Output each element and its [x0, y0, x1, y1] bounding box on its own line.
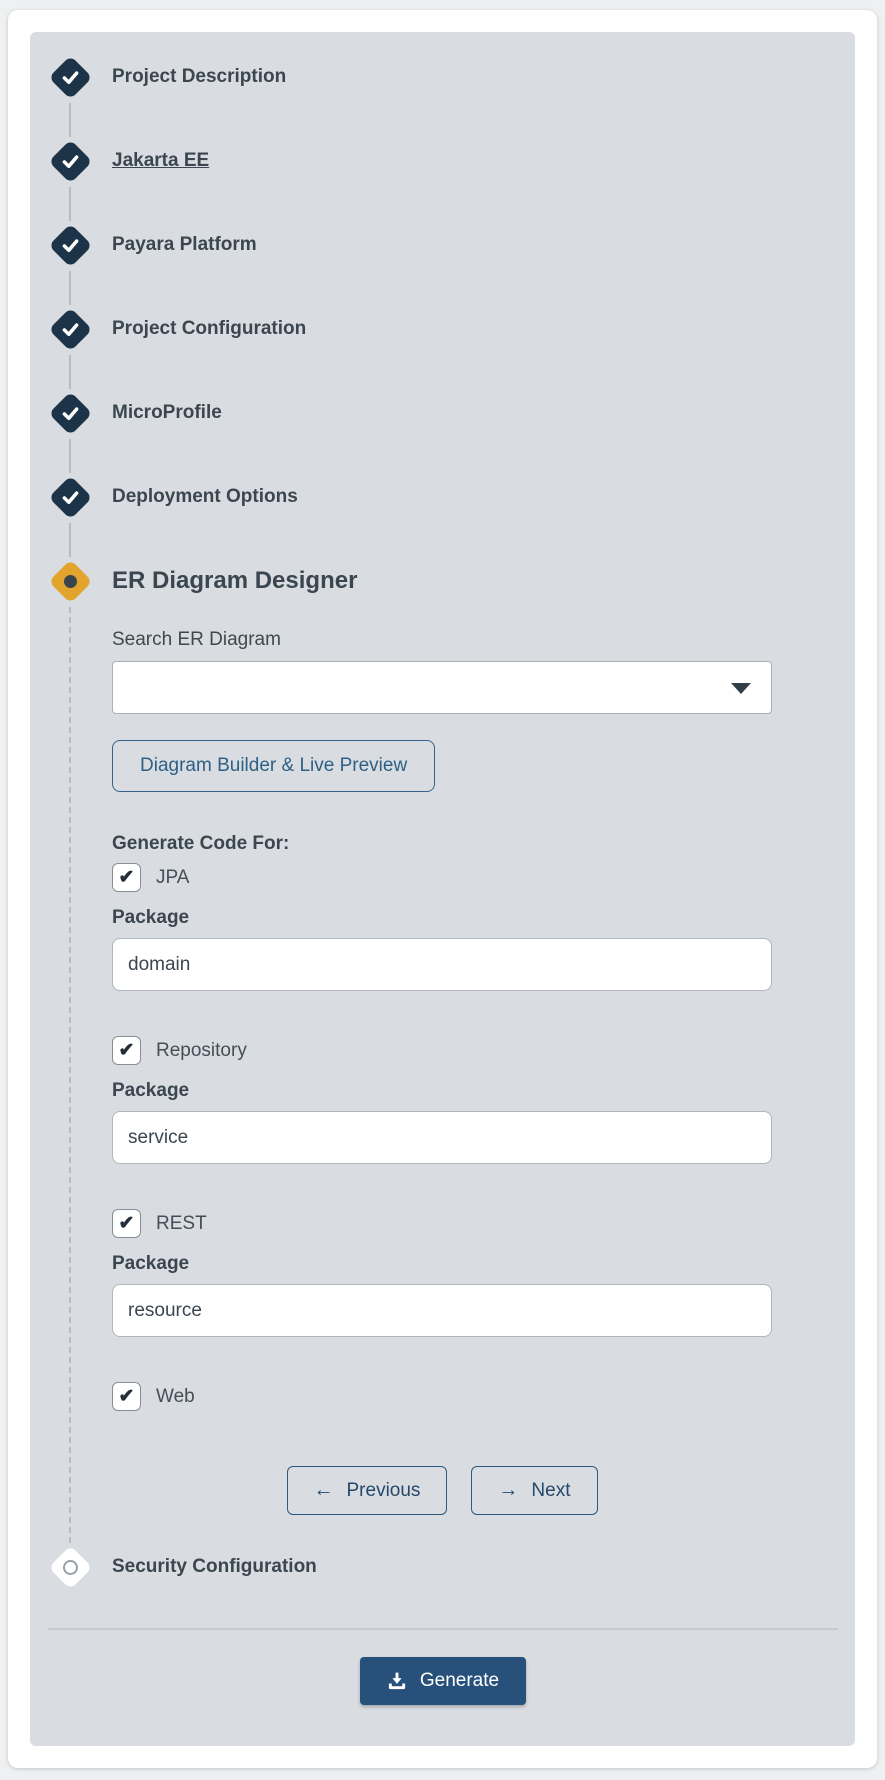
next-button[interactable]: → Next	[471, 1466, 598, 1515]
footer-divider	[48, 1628, 838, 1630]
jpa-checkbox[interactable]	[112, 863, 141, 892]
jpa-checkbox-label: JPA	[156, 866, 190, 888]
download-icon	[388, 1672, 405, 1690]
footer: Generate	[48, 1657, 838, 1705]
step-label[interactable]: Payara Platform	[112, 234, 257, 255]
generate-button[interactable]: Generate	[359, 1657, 527, 1705]
package-label: Package	[112, 1253, 190, 1274]
check-icon	[48, 307, 92, 351]
package-label: Package	[112, 907, 190, 928]
search-er-diagram-select[interactable]	[112, 661, 772, 714]
active-step-icon	[48, 559, 92, 603]
package-label: Package	[112, 1080, 190, 1101]
previous-button-label: Previous	[346, 1479, 421, 1501]
rest-checkbox-label: REST	[156, 1212, 207, 1234]
stepper-panel: Project Description Jakarta EE Payara Pl…	[30, 32, 855, 1746]
step-payara-platform: Payara Platform	[48, 223, 855, 307]
step-project-configuration: Project Configuration	[48, 307, 855, 391]
check-icon	[48, 139, 92, 183]
jpa-package-input[interactable]	[112, 938, 772, 991]
search-er-diagram-label: Search ER Diagram	[112, 629, 281, 650]
step-label[interactable]: MicroProfile	[112, 402, 222, 423]
step-label[interactable]: Deployment Options	[112, 486, 298, 507]
previous-button[interactable]: ← Previous	[286, 1466, 448, 1515]
arrow-right-icon: →	[498, 1479, 519, 1501]
check-icon	[48, 391, 92, 435]
step-label-link[interactable]: Jakarta EE	[112, 150, 210, 171]
er-designer-form: Search ER Diagram Diagram Builder & Live…	[112, 603, 772, 1545]
check-icon	[48, 223, 92, 267]
rest-checkbox[interactable]	[112, 1209, 141, 1238]
repository-checkbox[interactable]	[112, 1036, 141, 1065]
repository-package-input[interactable]	[112, 1111, 772, 1164]
diagram-builder-button[interactable]: Diagram Builder & Live Preview	[112, 740, 436, 792]
generate-code-for-label: Generate Code For:	[112, 833, 290, 854]
step-label[interactable]: Project Description	[112, 66, 287, 87]
check-icon	[48, 475, 92, 519]
step-project-description: Project Description	[48, 55, 855, 139]
step-label[interactable]: Security Configuration	[112, 1556, 317, 1577]
active-step-title: ER Diagram Designer	[112, 567, 358, 594]
web-checkbox-label: Web	[156, 1385, 195, 1407]
rest-section: REST Package	[112, 1209, 772, 1337]
repository-checkbox-label: Repository	[156, 1039, 247, 1061]
check-icon	[48, 55, 92, 99]
rest-package-input[interactable]	[112, 1284, 772, 1337]
wizard-card: Project Description Jakarta EE Payara Pl…	[8, 10, 877, 1768]
web-checkbox[interactable]	[112, 1382, 141, 1411]
step-er-diagram-designer: ER Diagram Designer Search ER Diagram Di…	[48, 559, 855, 1545]
step-microprofile: MicroProfile	[48, 391, 855, 475]
generate-button-label: Generate	[419, 1670, 500, 1691]
chevron-down-icon	[731, 682, 751, 694]
web-section: Web	[112, 1382, 772, 1411]
arrow-left-icon: ←	[313, 1479, 334, 1501]
step-deployment-options: Deployment Options	[48, 475, 855, 559]
wizard-nav-buttons: ← Previous → Next	[112, 1466, 772, 1515]
step-label[interactable]: Project Configuration	[112, 318, 307, 339]
pending-step-icon	[48, 1545, 92, 1589]
repository-section: Repository Package	[112, 1036, 772, 1164]
next-button-label: Next	[531, 1479, 571, 1501]
step-jakarta-ee: Jakarta EE	[48, 139, 855, 223]
jpa-section: JPA Package	[112, 863, 772, 991]
step-security-configuration: Security Configuration	[48, 1545, 855, 1589]
